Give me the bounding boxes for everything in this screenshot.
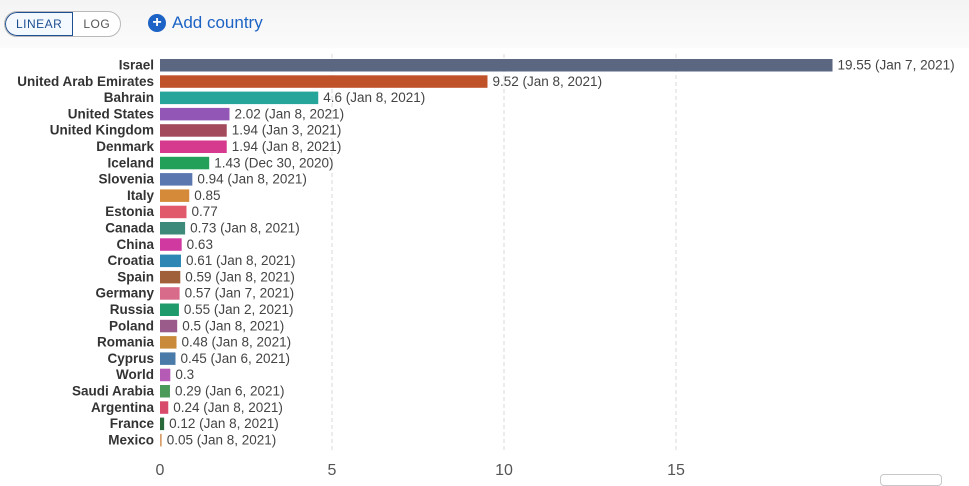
bar — [160, 352, 176, 365]
data-label: 1.94 (Jan 8, 2021) — [232, 139, 342, 154]
category-label: United Kingdom — [50, 123, 154, 138]
data-label: 0.48 (Jan 8, 2021) — [182, 335, 292, 350]
bar — [160, 140, 227, 153]
data-label: 1.43 (Dec 30, 2020) — [214, 155, 333, 170]
category-label: Denmark — [96, 139, 154, 154]
category-label: Mexico — [108, 432, 154, 447]
data-label: 0.55 (Jan 2, 2021) — [184, 302, 294, 317]
bar — [160, 238, 182, 251]
plus-circle-icon: + — [148, 14, 166, 32]
x-tick-label: 10 — [495, 462, 513, 479]
bar — [160, 401, 169, 414]
data-label: 0.77 — [191, 204, 217, 219]
category-label: Iceland — [107, 155, 154, 170]
category-label: Cyprus — [107, 351, 154, 366]
data-label: 0.05 (Jan 8, 2021) — [167, 432, 277, 447]
bar-chart: 0 5 10 15 Israel 19.55 (Jan 7, 2021) United Ar… — [17, 54, 955, 479]
chart-toolbar: LINEAR LOG + Add country — [0, 0, 969, 48]
category-label: Romania — [97, 335, 155, 350]
data-label: 0.12 (Jan 8, 2021) — [169, 416, 279, 431]
category-label: World — [116, 367, 154, 382]
data-label: 19.55 (Jan 7, 2021) — [838, 58, 955, 73]
add-country-label: Add country — [172, 13, 263, 32]
bar — [160, 336, 177, 349]
data-label: 0.45 (Jan 6, 2021) — [180, 351, 290, 366]
bar — [160, 368, 171, 382]
scale-toggle: LINEAR LOG — [4, 11, 122, 37]
category-label: United Arab Emirates — [17, 74, 154, 89]
data-label: 0.94 (Jan 8, 2021) — [197, 172, 307, 187]
data-label: 0.5 (Jan 8, 2021) — [182, 318, 284, 333]
data-label: 0.24 (Jan 8, 2021) — [173, 400, 283, 415]
add-country-button[interactable]: + Add country — [148, 11, 263, 35]
bar — [160, 319, 178, 333]
data-label: 0.57 (Jan 7, 2021) — [185, 286, 295, 301]
data-label: 1.94 (Jan 3, 2021) — [232, 123, 342, 138]
bar — [160, 254, 181, 268]
bar — [160, 107, 230, 121]
category-label: Germany — [95, 286, 154, 301]
bar — [160, 287, 180, 300]
data-label: 0.61 (Jan 8, 2021) — [186, 253, 296, 268]
data-label: 2.02 (Jan 8, 2021) — [234, 106, 344, 121]
bar — [160, 75, 488, 88]
x-tick-label: 0 — [156, 462, 165, 479]
data-label: 0.85 — [194, 188, 220, 203]
x-tick-label: 5 — [328, 462, 337, 479]
data-label: 9.52 (Jan 8, 2021) — [492, 74, 602, 89]
data-label: 0.29 (Jan 6, 2021) — [175, 384, 285, 399]
log-scale-button[interactable]: LOG — [83, 17, 111, 31]
footer-tab[interactable] — [880, 474, 942, 486]
category-label: France — [110, 416, 155, 431]
bar — [160, 91, 319, 105]
bar — [160, 222, 186, 235]
data-label: 4.6 (Jan 8, 2021) — [323, 90, 425, 105]
bar — [160, 173, 193, 186]
bar — [160, 270, 181, 284]
category-label: Spain — [117, 269, 154, 284]
category-label: Slovenia — [98, 172, 154, 187]
category-label: Israel — [119, 58, 154, 73]
data-label: 0.73 (Jan 8, 2021) — [190, 221, 300, 236]
category-label: Estonia — [105, 204, 154, 219]
linear-scale-button[interactable]: LINEAR — [5, 12, 74, 36]
category-label: Poland — [109, 318, 154, 333]
category-label: Bahrain — [104, 90, 154, 105]
bar — [160, 189, 190, 202]
category-label: Argentina — [91, 400, 154, 415]
bar — [160, 205, 187, 219]
category-label: Saudi Arabia — [72, 384, 155, 399]
data-label: 0.59 (Jan 8, 2021) — [185, 269, 295, 284]
category-label: Canada — [105, 221, 154, 236]
bar — [160, 303, 179, 316]
category-label: Russia — [110, 302, 155, 317]
bar — [160, 417, 165, 431]
data-label: 0.3 — [175, 367, 194, 382]
category-label: Croatia — [107, 253, 154, 268]
category-label: Italy — [127, 188, 155, 203]
bar — [160, 124, 227, 137]
category-label: United States — [68, 106, 154, 121]
bar — [160, 433, 162, 447]
x-tick-label: 15 — [667, 462, 685, 479]
bar — [160, 59, 833, 72]
data-label: 0.63 — [187, 237, 213, 252]
bar — [160, 156, 210, 170]
category-label: China — [116, 237, 154, 252]
bar — [160, 385, 170, 398]
